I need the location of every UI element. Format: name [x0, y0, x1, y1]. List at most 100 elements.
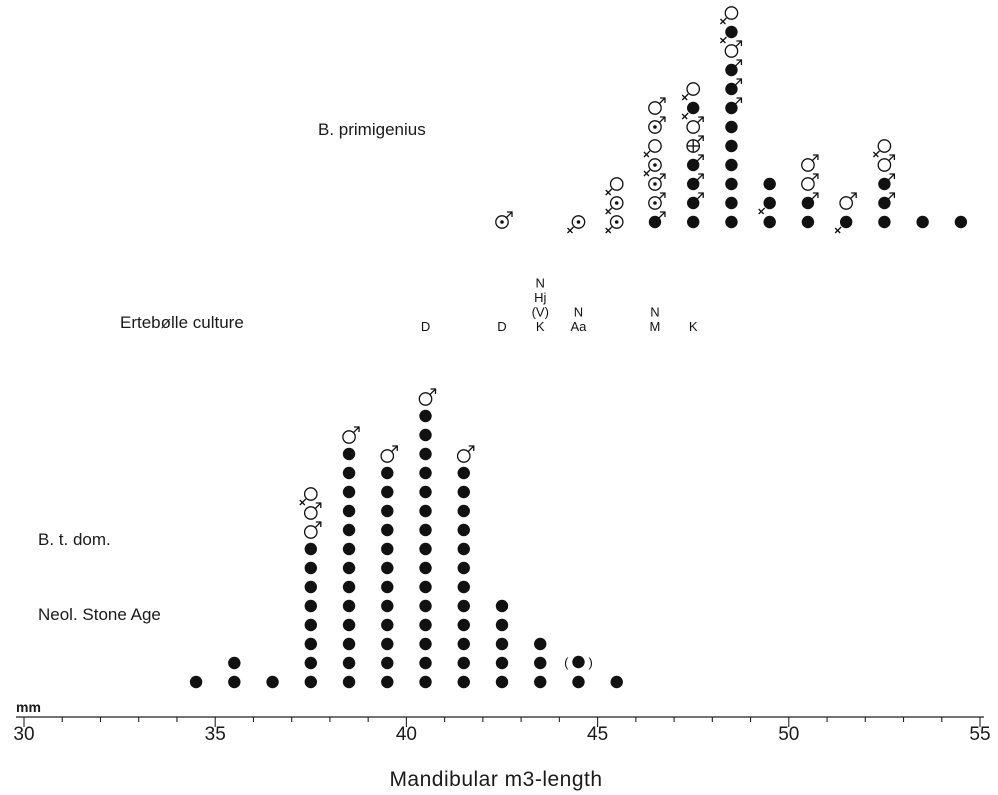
male-arrow [505, 211, 513, 219]
open-circle [686, 82, 701, 96]
center-dot [653, 163, 657, 167]
symbol-male [724, 40, 743, 58]
domestic-dot [457, 504, 470, 518]
x-axis-title: Mandibular m3-length [389, 768, 602, 791]
domestic-dot [457, 523, 470, 537]
open-circle [648, 101, 662, 115]
filled-dot [763, 196, 776, 210]
filled-dot [725, 158, 738, 172]
female-cross [719, 36, 727, 44]
arrow-shaft [735, 78, 742, 86]
open-circle [303, 506, 318, 520]
filled-dot [648, 215, 662, 229]
symbol-filled [725, 158, 738, 172]
domestic-dot [342, 504, 356, 518]
male-arrow [811, 192, 819, 200]
site-label: D [421, 319, 430, 334]
domestic-dot [381, 561, 394, 575]
tick-label: 50 [778, 724, 799, 745]
domestic-dot [381, 504, 394, 518]
arrow-shaft [696, 154, 704, 162]
domestic-dot [381, 580, 394, 594]
domestic-dot [419, 561, 432, 575]
filled-dot [878, 196, 891, 210]
domestic-dot [419, 580, 432, 594]
open-circle [648, 196, 662, 210]
symbol-filled [687, 215, 700, 229]
open-circle [724, 6, 739, 20]
cross-stem [605, 188, 613, 196]
symbol-female [872, 139, 892, 158]
domestic-dot [457, 466, 470, 480]
domestic-dot [419, 428, 432, 442]
cross-bar [299, 499, 306, 506]
arrow-head [698, 116, 704, 122]
arrow-head [315, 521, 322, 527]
domestic-dot [495, 618, 509, 632]
domestic-dot [419, 656, 432, 670]
female-cross [643, 150, 651, 158]
symbol-filled [725, 196, 738, 210]
filled-dot [763, 177, 776, 191]
domestic-dot [381, 637, 394, 651]
symbol-female-dot [605, 196, 624, 215]
female-cross [605, 188, 613, 196]
filled-dot [687, 177, 700, 191]
symbol-male-dot [648, 173, 666, 191]
filled-dot [725, 101, 738, 115]
domestic-dot [419, 447, 432, 461]
domestic-dot [381, 542, 394, 556]
center-dot [653, 125, 657, 129]
arrow-head [736, 97, 743, 103]
open-circle [456, 449, 471, 463]
female-cross [681, 93, 689, 101]
arrow-head [851, 192, 857, 198]
domestic-dot [457, 656, 470, 670]
open-circle [686, 120, 701, 134]
open-circle [380, 449, 395, 463]
open-circle [801, 177, 815, 191]
symbol-male [801, 173, 819, 191]
arrow-head [468, 445, 475, 451]
domestic-dot [228, 675, 241, 689]
domestic-dot [419, 523, 432, 537]
male-arrow [696, 135, 704, 143]
symbol-female-dot [605, 215, 624, 234]
male-arrow [467, 445, 475, 453]
arrow-head [889, 173, 896, 179]
symbol-filled-male [878, 192, 896, 210]
open-circle [801, 158, 815, 172]
symbol-male-dot [495, 211, 513, 229]
filled-dot [878, 177, 891, 191]
filled-dot [954, 215, 968, 229]
center-dot [576, 220, 581, 224]
domestic-dot [534, 637, 547, 651]
tick-label: 45 [587, 724, 608, 745]
filled-dot [725, 139, 738, 153]
cross-bar [681, 113, 688, 120]
arrow-shaft [391, 445, 398, 453]
arrow-head [698, 154, 704, 160]
symbol-filled-male [878, 173, 896, 191]
symbol-filled-male [725, 78, 743, 96]
arrow-head [659, 116, 666, 122]
domestic-dot [457, 675, 470, 689]
group-sublabel-neolithic: Neol. Stone Age [38, 605, 161, 624]
symbol-male [342, 426, 360, 444]
domestic-dot [381, 675, 394, 689]
domestic-dot [419, 637, 432, 651]
symbol-filled [916, 215, 929, 229]
domestic-dot [419, 485, 432, 499]
cross-stem [643, 169, 651, 177]
open-circle [877, 158, 892, 172]
filled-dot [725, 82, 738, 96]
symbol-filled-male [687, 173, 704, 191]
domestic-dot [495, 599, 509, 613]
domestic-dot [342, 618, 356, 632]
arrow-shaft [352, 426, 360, 434]
domestic-dot [381, 618, 394, 632]
domestic-dot [610, 675, 623, 689]
male-arrow [391, 445, 398, 453]
open-circle [342, 430, 356, 444]
